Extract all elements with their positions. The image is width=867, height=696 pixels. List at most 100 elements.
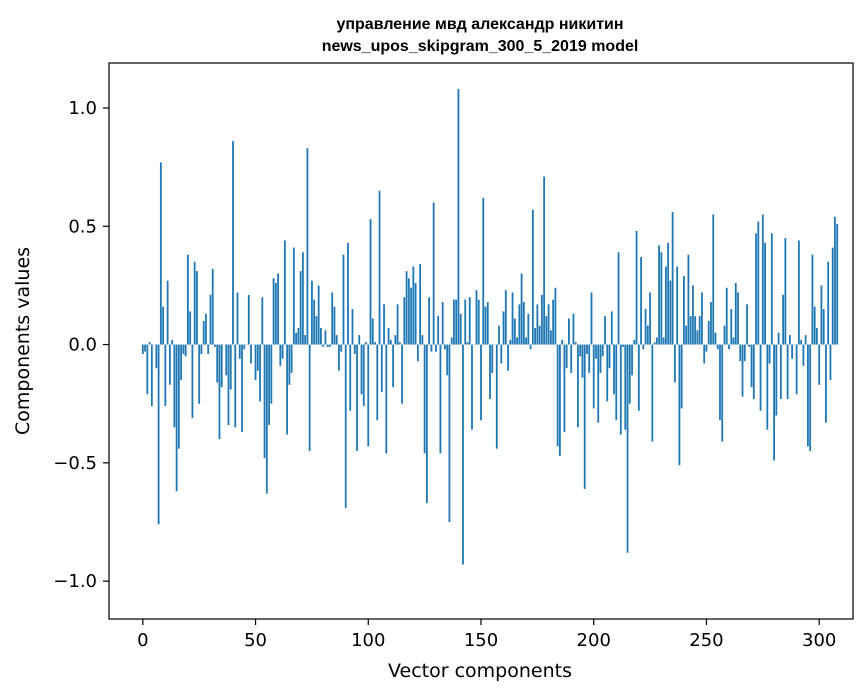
bar-component-83 — [329, 344, 331, 347]
bar-component-268 — [746, 304, 748, 345]
bar-component-67 — [292, 247, 295, 345]
bar-component-79 — [320, 327, 322, 345]
bar-component-176 — [538, 325, 541, 345]
bar-component-94 — [353, 344, 356, 355]
bar-component-307 — [834, 216, 836, 345]
bar-component-50 — [254, 344, 257, 381]
bar-component-231 — [662, 337, 665, 345]
bar-component-275 — [761, 214, 764, 345]
y-tick-label: 0.0 — [68, 335, 97, 356]
bar-component-265 — [739, 344, 742, 362]
bar-component-48 — [250, 344, 252, 364]
bar-component-31 — [211, 268, 214, 345]
bar-component-109 — [387, 327, 390, 345]
bar-component-285 — [784, 238, 787, 345]
bar-component-57 — [270, 344, 273, 404]
bar-component-74 — [308, 344, 311, 452]
bar-component-278 — [768, 344, 771, 364]
bar-component-249 — [703, 344, 706, 364]
bar-component-237 — [676, 266, 679, 345]
bar-component-45 — [243, 344, 246, 350]
bar-component-101 — [369, 219, 372, 345]
bar-component-187 — [563, 344, 566, 433]
bar-component-80 — [322, 344, 325, 347]
bar-component-21 — [189, 311, 192, 345]
bar-component-220 — [637, 344, 640, 411]
bar-component-154 — [489, 344, 491, 399]
bar-component-280 — [773, 344, 775, 461]
bar-component-75 — [311, 280, 313, 345]
bar-component-110 — [389, 339, 392, 345]
bar-component-304 — [827, 261, 830, 345]
bar-component-179 — [545, 316, 548, 345]
bar-component-116 — [403, 297, 406, 345]
bar-component-135 — [446, 344, 449, 376]
bar-component-108 — [385, 344, 388, 454]
bar-component-308 — [836, 223, 839, 345]
bar-component-124 — [421, 335, 424, 345]
bar-component-295 — [807, 344, 809, 447]
bar-component-241 — [685, 325, 688, 345]
bar-component-209 — [613, 344, 615, 395]
x-tick-label: 200 — [577, 630, 611, 651]
bar-component-72 — [304, 335, 307, 345]
bar-component-216 — [628, 344, 631, 404]
bar-component-273 — [757, 221, 760, 345]
bar-component-62 — [281, 344, 284, 359]
bar-component-137 — [450, 337, 453, 345]
bar-component-13 — [171, 339, 174, 345]
bar-component-97 — [360, 344, 363, 395]
bar-component-225 — [649, 292, 651, 345]
bar-component-52 — [259, 344, 261, 402]
bar-component-114 — [398, 342, 401, 345]
bar-component-175 — [536, 304, 539, 345]
bar-component-303 — [825, 344, 827, 423]
bar-component-73 — [306, 148, 309, 345]
bar-component-305 — [829, 344, 832, 381]
y-tick-label: −0.5 — [53, 453, 97, 474]
bar-component-63 — [283, 240, 286, 345]
bar-component-149 — [477, 299, 480, 345]
bar-component-65 — [288, 344, 291, 385]
bar-component-195 — [581, 344, 584, 378]
bar-component-39 — [229, 344, 232, 390]
bar-component-102 — [371, 318, 374, 345]
bar-component-198 — [588, 344, 591, 373]
bar-component-34 — [218, 344, 221, 440]
bar-component-87 — [338, 344, 340, 371]
bar-component-182 — [552, 299, 555, 345]
bar-component-200 — [592, 344, 595, 409]
bar-component-142 — [462, 344, 464, 565]
bar-component-283 — [779, 344, 782, 399]
bar-component-191 — [572, 313, 575, 345]
bar-component-271 — [752, 344, 755, 399]
bar-component-190 — [570, 344, 573, 373]
y-axis-ticks: −1.0 −0.5 0.0 0.5 1.0 — [53, 98, 109, 592]
bar-component-56 — [268, 344, 270, 425]
bar-component-157 — [495, 344, 498, 449]
bar-component-194 — [579, 344, 582, 357]
bar-component-199 — [590, 292, 593, 345]
bar-component-210 — [615, 344, 618, 421]
bar-component-29 — [207, 344, 210, 355]
bar-component-1 — [144, 344, 146, 352]
bar-component-224 — [646, 325, 649, 345]
bar-component-270 — [750, 344, 753, 388]
bar-component-43 — [238, 344, 241, 359]
bar-component-167 — [518, 304, 521, 345]
bar-component-61 — [279, 344, 282, 366]
bar-component-264 — [737, 292, 739, 345]
bar-component-8 — [159, 162, 162, 345]
bar-component-218 — [633, 339, 636, 345]
bar-component-123 — [419, 264, 422, 345]
bar-component-252 — [710, 301, 712, 345]
bar-component-181 — [549, 330, 552, 345]
bar-component-106 — [380, 344, 383, 392]
bar-component-288 — [791, 344, 794, 359]
bar-component-138 — [453, 299, 455, 345]
bar-component-269 — [748, 344, 751, 347]
bar-component-294 — [804, 335, 807, 345]
bar-component-161 — [504, 290, 507, 345]
bar-component-296 — [809, 344, 812, 452]
bar-component-244 — [692, 285, 694, 345]
